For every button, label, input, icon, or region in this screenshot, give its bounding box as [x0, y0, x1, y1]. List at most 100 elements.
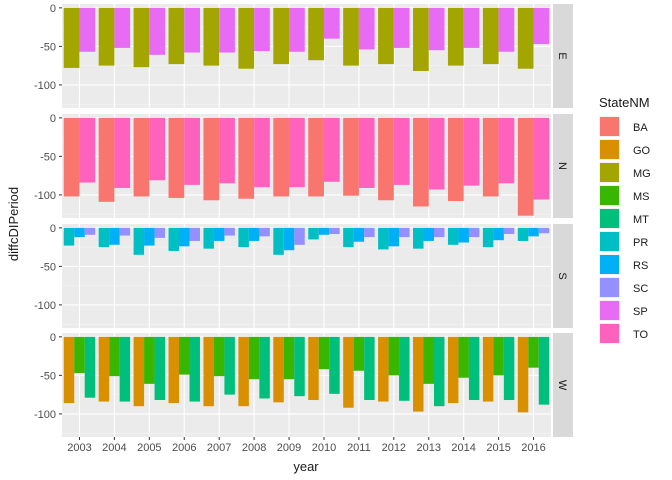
bar-S-RS-2016	[528, 227, 539, 237]
y-tick-label: -50	[40, 370, 56, 382]
bar-N-BA-2015	[482, 117, 499, 197]
legend-item-SC: SC	[599, 277, 648, 298]
bar-E-MG-2006	[168, 7, 185, 65]
bar-W-GO-2008	[238, 336, 249, 407]
legend-label: SP	[633, 306, 648, 318]
x-axis: 2003 2004 2005 2006 2007 2008 2009 2010 2011 2012…	[67, 437, 546, 454]
legend-swatch	[600, 209, 619, 228]
legend-swatch	[600, 140, 619, 159]
bar-S-PR-2012	[378, 227, 389, 250]
bar-W-GO-2016	[517, 336, 529, 413]
legend: StateNM BA GO MG MS MT PR RS SC SP TO	[599, 95, 651, 344]
bar-S-SC-2009	[294, 227, 305, 245]
bar-W-MT-2005	[154, 336, 166, 401]
legend-label: GO	[633, 145, 651, 157]
legend-label: SC	[633, 283, 648, 295]
x-tick-label: 2003	[67, 442, 91, 454]
bar-N-BA-2011	[343, 117, 359, 196]
bar-N-TO-2015	[498, 117, 515, 184]
bar-W-MS-2015	[493, 336, 504, 376]
bar-S-RS-2011	[353, 227, 365, 242]
x-tick-label: 2012	[382, 442, 406, 454]
legend-item-TO: TO	[599, 323, 649, 344]
bar-S-RS-2012	[388, 227, 400, 247]
bar-W-MS-2004	[109, 336, 120, 377]
bar-E-MG-2008	[238, 7, 255, 69]
x-tick-label: 2016	[521, 442, 545, 454]
bar-W-MS-2014	[458, 336, 469, 378]
facet-strip-label: E	[556, 52, 568, 59]
bar-N-BA-2006	[168, 117, 185, 198]
bar-S-RS-2013	[423, 227, 434, 241]
x-tick-label: 2009	[277, 442, 301, 454]
bar-S-RS-2014	[458, 227, 469, 243]
x-tick-label: 2010	[312, 442, 336, 454]
x-tick-label: 2008	[242, 442, 266, 454]
bar-N-BA-2004	[98, 117, 115, 202]
bar-S-SC-2011	[364, 227, 375, 238]
bar-W-GO-2003	[63, 336, 75, 404]
bar-E-SP-2015	[498, 7, 515, 52]
bar-N-BA-2009	[273, 117, 290, 197]
legend-swatch	[600, 301, 619, 320]
legend-item-BA: BA	[599, 116, 648, 137]
bar-S-RS-2010	[318, 227, 330, 235]
legend-label: TO	[633, 329, 649, 341]
bar-E-MG-2009	[273, 7, 290, 65]
legend-label: MG	[633, 168, 651, 180]
bar-N-TO-2013	[428, 117, 445, 190]
bar-E-SP-2009	[289, 7, 305, 52]
x-tick-label: 2006	[172, 442, 196, 454]
bar-E-MG-2016	[517, 7, 534, 69]
bar-N-BA-2005	[133, 117, 150, 197]
bar-N-BA-2008	[238, 117, 255, 199]
bar-S-SC-2004	[119, 227, 131, 236]
bar-S-RS-2007	[213, 227, 225, 241]
bar-N-TO-2008	[254, 117, 270, 188]
bar-W-GO-2014	[447, 336, 459, 404]
bar-W-GO-2007	[203, 336, 214, 407]
bar-W-GO-2010	[308, 336, 319, 401]
facet-strip-label: N	[556, 162, 568, 170]
bar-S-PR-2010	[308, 227, 319, 240]
bar-S-PR-2008	[238, 227, 249, 248]
x-tick-label: 2011	[347, 442, 371, 454]
bar-W-MT-2004	[119, 336, 131, 402]
legend-item-MT: MT	[599, 208, 649, 229]
bar-S-SC-2014	[468, 227, 480, 238]
bar-N-TO-2007	[219, 117, 235, 184]
bar-E-MG-2014	[447, 7, 464, 66]
bar-E-SP-2011	[358, 7, 375, 50]
x-tick-label: 2005	[137, 442, 161, 454]
bar-S-SC-2015	[503, 227, 515, 235]
bar-E-SP-2013	[428, 7, 445, 51]
bar-E-SP-2010	[323, 7, 340, 39]
legend-label: MS	[633, 191, 650, 203]
bar-W-MT-2003	[84, 336, 96, 398]
bar-S-PR-2004	[98, 227, 110, 248]
legend-item-MG: MG	[599, 162, 651, 183]
y-tick-label: -100	[34, 80, 56, 92]
bar-W-GO-2013	[413, 336, 424, 412]
bar-W-MT-2012	[399, 336, 410, 401]
bar-N-TO-2014	[463, 117, 480, 186]
bar-S-PR-2014	[447, 227, 459, 245]
x-tick-label: 2007	[207, 442, 231, 454]
legend-item-MS: MS	[599, 185, 650, 206]
bar-W-GO-2015	[482, 336, 494, 402]
facet-panel-N: 0 -50 -100 N	[34, 113, 573, 218]
legend-swatch	[600, 117, 619, 136]
bar-W-GO-2004	[98, 336, 110, 402]
legend-title: StateNM	[599, 95, 650, 110]
facet-panel-W: 0 -50 -100 W	[34, 332, 573, 437]
bar-W-GO-2011	[343, 336, 354, 408]
legend-items: BA GO MG MS MT PR RS SC SP TO	[599, 116, 651, 344]
x-tick-label: 2015	[486, 442, 510, 454]
legend-swatch	[600, 278, 619, 297]
legend-item-PR: PR	[599, 231, 648, 252]
bar-W-MS-2007	[213, 336, 225, 377]
bar-S-RS-2004	[109, 227, 120, 245]
bar-W-MT-2015	[503, 336, 515, 401]
y-tick-label: 0	[50, 113, 56, 125]
